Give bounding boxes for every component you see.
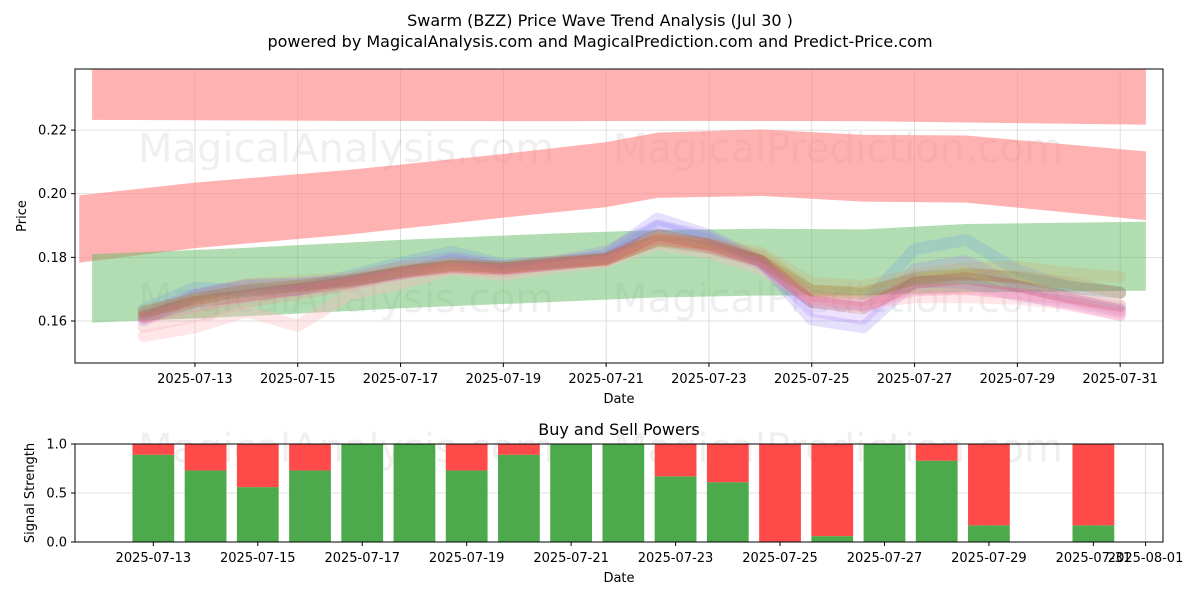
price-wave-9: [138, 233, 1126, 325]
buy-bar: [1072, 525, 1115, 542]
price-wave-4: [137, 231, 1127, 333]
price-y-tick-label: 0.20: [38, 187, 67, 202]
signal-bars: [132, 444, 1115, 542]
trend-band-3: [92, 221, 1146, 323]
price-waves: [137, 212, 1127, 343]
buy-bar: [289, 470, 331, 542]
buy-bar: [445, 470, 488, 542]
signal-y-axis-label: Signal Strength: [23, 443, 38, 543]
signal-x-axis-label: Date: [603, 571, 634, 586]
signal-x-tick-label: 2025-07-21: [533, 551, 609, 566]
sell-bar: [706, 444, 749, 483]
buy-bar: [654, 476, 697, 542]
sell-bar: [1072, 444, 1115, 526]
buy-bar: [132, 454, 175, 542]
price-x-tick-label: 2025-07-31: [1082, 372, 1158, 387]
chart-title: Swarm (BZZ) Price Wave Trend Analysis (J…: [407, 11, 793, 30]
sell-bar: [132, 444, 175, 455]
price-x-tick-label: 2025-07-23: [671, 372, 747, 387]
price-x-tick-label: 2025-07-19: [466, 372, 542, 387]
buy-bar: [863, 444, 906, 542]
price-x-tick-label: 2025-07-17: [363, 372, 439, 387]
signal-x-tick-label: 2025-07-23: [638, 551, 714, 566]
buy-bar: [184, 470, 227, 542]
buy-bar: [236, 487, 279, 542]
buy-bar: [498, 454, 540, 542]
buy-bar: [811, 536, 854, 542]
price-x-tick-label: 2025-07-27: [877, 372, 953, 387]
buy-bar: [393, 444, 436, 542]
price-x-tick-label: 2025-07-13: [157, 372, 233, 387]
signal-panel-title: Buy and Sell Powers: [538, 420, 700, 439]
signal-y-ticks: 0.0 0.5 1.0: [46, 438, 75, 551]
chart-subtitle: powered by MagicalAnalysis.com and Magic…: [267, 32, 932, 51]
price-x-tick-label: 2025-07-21: [568, 372, 644, 387]
sell-bar: [759, 444, 801, 542]
sell-bar: [654, 444, 697, 477]
price-x-tick-label: 2025-07-29: [980, 372, 1056, 387]
price-wave-1: [137, 220, 1127, 316]
signal-x-tick-label: 2025-07-15: [220, 551, 296, 566]
sell-bar: [498, 444, 540, 455]
sell-bar: [184, 444, 227, 471]
buy-bar: [968, 525, 1010, 542]
price-wave-7: [137, 234, 1127, 322]
price-wave-2: [137, 212, 1127, 334]
buy-bar: [602, 444, 645, 542]
price-axes-frame: [74, 68, 1164, 364]
signal-x-tick-label: 2025-07-27: [847, 551, 923, 566]
trend-band-2: [79, 129, 1146, 263]
signal-x-tick-label: 2025-07-17: [324, 551, 400, 566]
signal-x-ticks: 2025-07-13 2025-07-15 2025-07-17 2025-07-19…: [116, 542, 1184, 566]
signal-x-tick-label: 2025-07-19: [429, 551, 505, 566]
price-x-ticks: 2025-07-13 2025-07-15 2025-07-17 2025-07-19…: [157, 363, 1158, 387]
signal-y-tick-label: 0.0: [46, 536, 67, 551]
signal-x-tick-label: 2025-07-13: [116, 551, 192, 566]
price-x-tick-label: 2025-07-25: [774, 372, 850, 387]
price-wave-8: [137, 228, 1127, 324]
trend-band-1: [92, 69, 1146, 125]
price-wave-10: [137, 234, 1127, 319]
price-wave-3: [138, 219, 1126, 325]
signal-y-tick-label: 1.0: [46, 438, 67, 453]
price-y-axis-label: Price: [15, 200, 30, 232]
buy-bar: [550, 444, 593, 542]
price-wave-5: [137, 238, 1127, 343]
sell-bar: [811, 444, 854, 537]
buy-bar: [341, 444, 384, 542]
signal-x-tick-label: 2025-07-31: [1056, 551, 1132, 566]
price-y-tick-label: 0.16: [38, 315, 67, 330]
signal-x-tick-label: 2025-08-01: [1108, 551, 1184, 566]
price-wave-6: [137, 233, 1127, 317]
price-y-tick-label: 0.18: [38, 251, 67, 266]
price-x-axis-label: Date: [603, 392, 634, 407]
price-panel: MagicalAnalysis.com MagicalPrediction.co…: [15, 68, 1164, 407]
signal-panel: Buy and Sell Powers MagicalAnalysis.com …: [23, 420, 1183, 586]
sell-bar: [236, 444, 279, 488]
sell-bar: [445, 444, 488, 471]
price-x-tick-label: 2025-07-15: [260, 372, 336, 387]
sell-bar: [915, 444, 958, 461]
sell-bar: [289, 444, 331, 471]
trend-bands: [79, 69, 1146, 323]
signal-y-tick-label: 0.5: [46, 487, 67, 502]
signal-x-tick-label: 2025-07-29: [951, 551, 1027, 566]
price-y-ticks: 0.16 0.18 0.20 0.22: [38, 124, 75, 330]
buy-bar: [706, 482, 749, 542]
price-y-tick-label: 0.22: [38, 124, 67, 139]
buy-bar: [915, 460, 958, 542]
signal-x-tick-label: 2025-07-25: [742, 551, 818, 566]
sell-bar: [968, 444, 1010, 526]
